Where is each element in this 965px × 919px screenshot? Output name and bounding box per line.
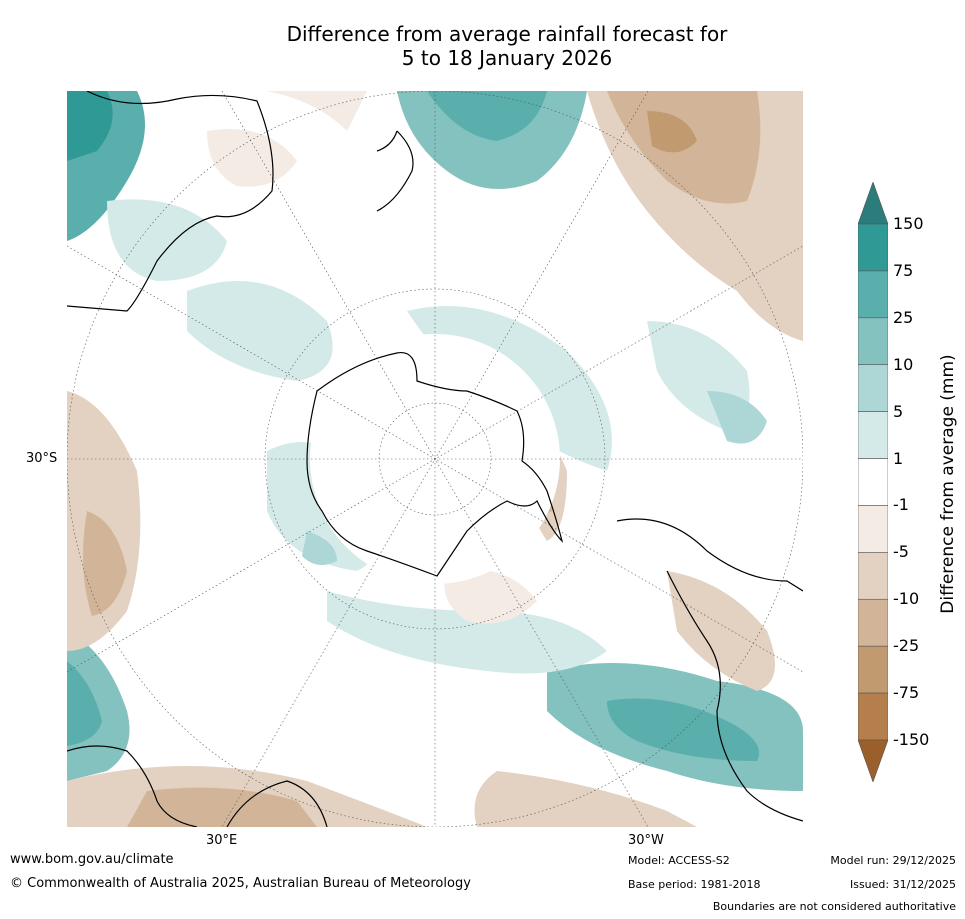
colorbar-segment — [858, 458, 888, 506]
lon-label-30e: 30°E — [206, 833, 238, 848]
colorbar-segment — [858, 645, 888, 694]
colorbar-segment — [858, 552, 888, 600]
colorbar-segment — [858, 692, 888, 741]
colorbar-tick-label: 75 — [893, 260, 914, 280]
coastlines — [67, 91, 803, 827]
colorbar-segment — [858, 364, 888, 412]
colorbar-tick-label: 25 — [893, 307, 914, 327]
lat-label-30s: 30°S — [26, 451, 58, 466]
colorbar-segment — [858, 270, 888, 319]
colorbar-tick-label: 10 — [893, 354, 914, 374]
polar-map — [67, 91, 803, 827]
colorbar-segment — [858, 505, 888, 553]
africa-coast — [67, 745, 328, 827]
colorbar-tick-label: 1 — [893, 448, 904, 468]
footer-model: Model: ACCESS-S2 — [628, 854, 730, 867]
footer-copyright: © Commonwealth of Australia 2025, Austra… — [10, 876, 471, 891]
footer-disclaimer: Boundaries are not considered authoritat… — [712, 900, 956, 913]
australia-coast — [67, 91, 274, 312]
colorbar-extend-top — [858, 182, 888, 225]
south-america-coast — [616, 518, 803, 822]
colorbar-tick-label: -150 — [893, 730, 930, 749]
colorbar-tick-label: -10 — [893, 589, 920, 609]
map-svg — [67, 91, 803, 827]
colorbar-tick-label: -25 — [893, 636, 920, 656]
graticule — [67, 91, 803, 827]
lon-label-30w: 30°W — [628, 833, 664, 848]
colorbar-tick-label: -5 — [893, 542, 909, 562]
title-line-1: Difference from average rainfall forecas… — [286, 22, 728, 46]
new-zealand-coast — [376, 130, 414, 212]
colorbar-segment — [858, 223, 888, 272]
footer-model-run: Model run: 29/12/2025 — [830, 854, 956, 867]
colorbar-tick-label: -75 — [893, 683, 920, 703]
colorbar-segment — [858, 411, 888, 459]
colorbar-segment — [858, 598, 888, 647]
chart-title: Difference from average rainfall forecas… — [0, 22, 965, 70]
colorbar-segment — [858, 317, 888, 366]
colorbar-extend-bottom — [858, 739, 888, 782]
colorbar — [858, 182, 888, 782]
colorbar-tick-label: 5 — [893, 401, 904, 421]
footer-url[interactable]: www.bom.gov.au/climate — [10, 852, 174, 867]
colorbar-tick-label: 150 — [893, 214, 924, 233]
antarctica-coast — [306, 351, 564, 577]
footer-issued: Issued: 31/12/2025 — [849, 878, 956, 891]
title-line-2: 5 to 18 January 2026 — [401, 46, 613, 70]
footer-base-period: Base period: 1981-2018 — [628, 878, 761, 891]
colorbar-tick-label: -1 — [893, 495, 909, 515]
colorbar-label: Difference from average (mm) — [938, 354, 958, 614]
